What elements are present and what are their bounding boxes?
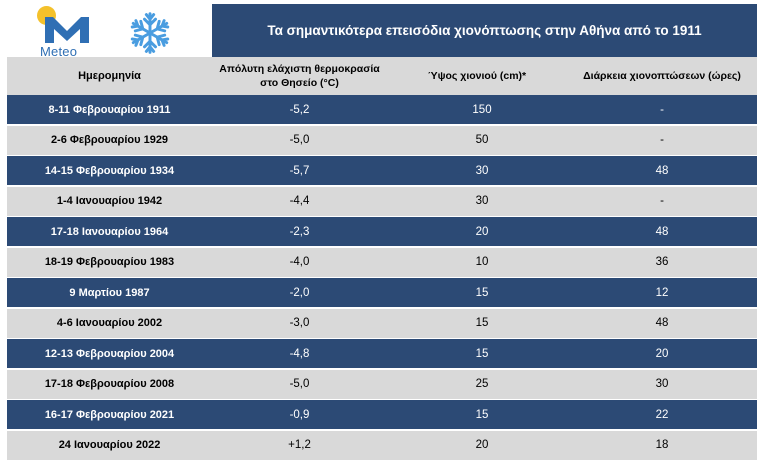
table-row: 24 Ιανουαρίου 2022 +1,2 20 18 (7, 430, 757, 460)
cell-snow: 20 (475, 225, 489, 238)
table-row: 4-6 Ιανουαρίου 2002 -3,0 15 48 (7, 308, 757, 338)
cell-date: 1-4 Ιανουαρίου 1942 (56, 195, 163, 207)
brand-name: Meteo (40, 44, 78, 59)
logo-area: Meteo (7, 4, 210, 59)
cell-date: 18-19 Φεβρουαρίου 1983 (44, 256, 175, 268)
cell-snow: 50 (475, 134, 489, 146)
cell-date: 17-18 Φεβρουαρίου 2008 (44, 378, 175, 390)
cell-snow: 25 (475, 378, 489, 390)
table-row: 1-4 Ιανουαρίου 1942 -4,4 30 - (7, 186, 757, 216)
cell-snow: 10 (475, 256, 489, 268)
cell-duration: 18 (655, 439, 669, 451)
cell-temp: -5,2 (289, 103, 310, 116)
cell-snow: 15 (475, 286, 489, 299)
cell-temp: -2,0 (289, 286, 310, 299)
cell-snow: 15 (475, 408, 489, 421)
cell-temp: +1,2 (288, 439, 311, 451)
cell-snow: 20 (475, 439, 489, 451)
page-title: Τα σημαντικότερα επεισόδια χιονόπτωσης σ… (212, 4, 757, 57)
cell-temp: -5,0 (289, 378, 310, 390)
cell-duration: - (660, 134, 664, 146)
cell-duration: 36 (655, 256, 669, 268)
cell-date: 8-11 Φεβρουαρίου 1911 (48, 103, 171, 116)
cell-snow: 150 (472, 103, 492, 116)
header-snow-depth: Ύψος χιονιού (cm)* (427, 70, 527, 82)
cell-temp: -4,8 (289, 347, 310, 360)
snowflake-icon (129, 12, 171, 54)
table-body: 8-11 Φεβρουαρίου 1911 -5,2 150 - 2-6 Φεβ… (7, 95, 757, 461)
cell-duration: - (660, 103, 664, 116)
cell-duration: - (660, 195, 664, 207)
cell-duration: 30 (655, 378, 669, 390)
cell-date: 16-17 Φεβρουαρίου 2021 (44, 408, 175, 421)
cell-date: 12-13 Φεβρουαρίου 2004 (44, 347, 175, 360)
cell-date: 24 Ιανουαρίου 2022 (58, 439, 161, 451)
cell-date: 4-6 Ιανουαρίου 2002 (56, 317, 163, 329)
cell-snow: 30 (475, 195, 489, 207)
cell-snow: 15 (475, 317, 489, 329)
table-row: 9 Μαρτίου 1987 -2,0 15 12 (7, 278, 757, 307)
cell-duration: 48 (655, 225, 669, 238)
cell-date: 9 Μαρτίου 1987 (69, 286, 150, 299)
cell-snow: 30 (475, 164, 489, 177)
header: Meteo Τα σημαντικ (0, 0, 760, 59)
table-row: 16-17 Φεβρουαρίου 2021 -0,9 15 22 (7, 400, 757, 429)
cell-temp: -5,7 (289, 164, 310, 177)
table-row: 17-18 Ιανουαρίου 1964 -2,3 20 48 (7, 217, 757, 246)
table-row: 12-13 Φεβρουαρίου 2004 -4,8 15 20 (7, 339, 757, 368)
table-row: 2-6 Φεβρουαρίου 1929 -5,0 50 - (7, 125, 757, 155)
meteo-logo-icon (45, 17, 89, 43)
cell-temp: -5,0 (289, 134, 310, 146)
cell-date: 17-18 Ιανουαρίου 1964 (50, 225, 169, 238)
table-header: Ημερομηνία Απόλυτη ελάχιστη θερμοκρασία … (7, 57, 757, 95)
cell-duration: 12 (655, 286, 669, 299)
cell-date: 14-15 Φεβρουαρίου 1934 (44, 164, 175, 177)
header-min-temp: Απόλυτη ελάχιστη θερμοκρασία στο Θησείο … (219, 63, 380, 89)
table-row: 18-19 Φεβρουαρίου 1983 -4,0 10 36 (7, 247, 757, 277)
table-row: 8-11 Φεβρουαρίου 1911 -5,2 150 - (7, 95, 757, 124)
cell-temp: -0,9 (289, 408, 310, 421)
header-duration: Διάρκεια χιονοπτώσεων (ώρες) (583, 70, 741, 82)
cell-date: 2-6 Φεβρουαρίου 1929 (50, 134, 169, 146)
cell-duration: 20 (655, 347, 669, 360)
cell-temp: -3,0 (289, 317, 310, 329)
cell-duration: 22 (655, 408, 669, 421)
table-row: 17-18 Φεβρουαρίου 2008 -5,0 25 30 (7, 369, 757, 399)
cell-duration: 48 (655, 317, 669, 329)
table-row: 14-15 Φεβρουαρίου 1934 -5,7 30 48 (7, 156, 757, 185)
header-date: Ημερομηνία (78, 70, 141, 82)
cell-snow: 15 (475, 347, 489, 360)
cell-duration: 48 (655, 164, 669, 177)
cell-temp: -4,4 (289, 195, 310, 207)
cell-temp: -4,0 (289, 256, 310, 268)
cell-temp: -2,3 (289, 225, 310, 238)
